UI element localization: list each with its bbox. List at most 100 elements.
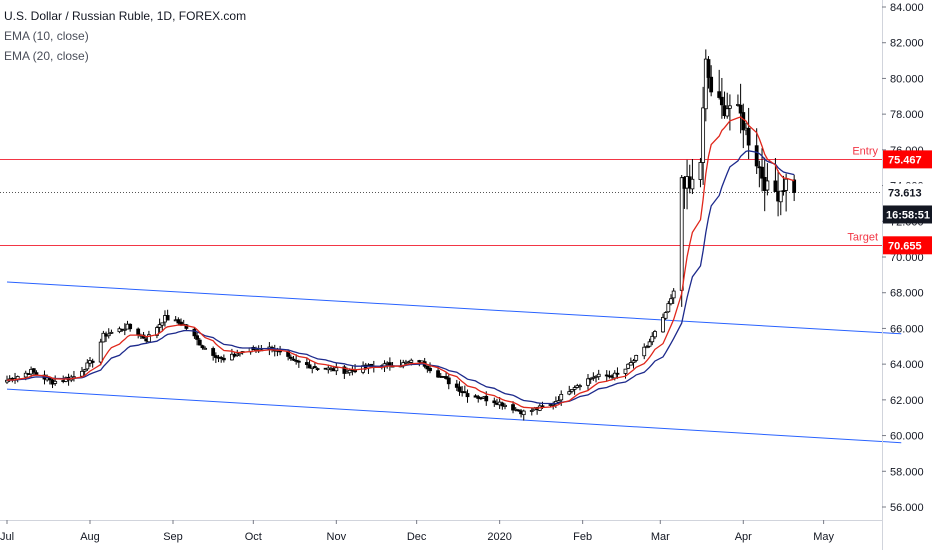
candle-body: [23, 372, 28, 378]
legend-ema-10[interactable]: EMA (10, close): [4, 29, 89, 43]
candle-body: [765, 180, 770, 191]
candle-body: [719, 96, 724, 106]
candle-body: [291, 358, 296, 361]
horizontal-levels[interactable]: Entry Target: [0, 146, 882, 246]
candle-body: [465, 393, 470, 398]
candle-body: [746, 127, 751, 146]
candle-body: [334, 367, 339, 372]
channel-lower-line[interactable]: [6, 388, 902, 444]
y-tick-label: 80.000: [890, 73, 924, 85]
candle-body: [428, 367, 432, 372]
candle-body: [650, 335, 655, 343]
x-tick-label: May: [813, 531, 834, 543]
candle-body: [315, 368, 320, 370]
x-tick-label: Dec: [407, 531, 427, 543]
candle-body: [296, 360, 301, 363]
y-tick-label: 56.000: [890, 502, 924, 514]
candle-body: [80, 370, 84, 377]
chart-legend: U.S. Dollar / Russian Ruble, 1D, FOREX.c…: [4, 6, 246, 66]
x-tick-label: Sep: [163, 531, 183, 543]
candle-body: [521, 410, 526, 416]
candle-body: [425, 365, 430, 370]
y-tick-label: 66.000: [890, 323, 924, 335]
candle-body: [157, 324, 162, 328]
candle-body: [82, 369, 87, 372]
candle-body: [31, 368, 36, 373]
x-tick-label: Apr: [735, 531, 752, 543]
candle-body: [106, 333, 111, 337]
ema-10-line: [6, 116, 795, 409]
candle-body: [623, 368, 628, 374]
candle-body: [484, 395, 489, 402]
candle-body: [653, 331, 657, 338]
candle-body: [197, 339, 202, 346]
candle-body: [409, 359, 414, 363]
plot-area: [0, 0, 882, 520]
candle-body: [572, 387, 577, 390]
x-axis[interactable]: Jul Aug Sep Oct Nov Dec 2020 Feb Mar Apr May: [0, 520, 882, 543]
candle-body: [529, 410, 534, 412]
y-tick-label: 70.000: [890, 252, 924, 264]
candle-body: [90, 360, 95, 363]
current-price-label: 73.613: [888, 187, 922, 199]
candle-body: [760, 166, 764, 179]
candle-body: [706, 59, 711, 78]
channel-upper-line[interactable]: [6, 281, 902, 335]
candle-body: [436, 370, 440, 378]
candle-body: [642, 346, 647, 357]
candle-body: [612, 372, 617, 379]
candle-body: [347, 369, 352, 374]
candle-body: [446, 377, 451, 385]
level-label-target-bg: [883, 236, 932, 255]
candle-body: [792, 179, 797, 193]
candle-body: [454, 383, 459, 388]
candle-body: [500, 402, 505, 407]
candle-body: [725, 108, 730, 117]
candle-body: [661, 317, 665, 333]
candle-body: [578, 385, 582, 388]
countdown-label: 16:58:51: [886, 209, 930, 221]
candle-body: [109, 331, 114, 334]
candle-body: [773, 180, 778, 192]
candle-body: [591, 376, 596, 379]
candle-body: [738, 104, 743, 114]
candle-body: [192, 328, 197, 337]
candle-body: [98, 341, 103, 363]
candle-body: [570, 389, 574, 392]
candle-body: [556, 400, 561, 403]
candle-body: [195, 335, 199, 340]
candle-body: [122, 328, 127, 331]
y-tick-label: 62.000: [890, 395, 924, 407]
candle-body: [511, 404, 515, 411]
y-tick-label: 58.000: [890, 466, 924, 478]
candle-body: [47, 377, 52, 381]
x-tick-label: Jul: [0, 531, 14, 543]
candle-body: [645, 346, 649, 349]
candle-body: [342, 366, 347, 374]
candle-body: [503, 404, 507, 407]
candle-body: [184, 324, 189, 329]
candle-body: [784, 178, 789, 191]
candle-body: [663, 312, 668, 319]
candle-body: [288, 356, 293, 359]
legend-ema-20[interactable]: EMA (20, close): [4, 49, 89, 63]
candle-body: [230, 353, 234, 361]
y-tick-label: 84.000: [890, 2, 924, 14]
candle-body: [160, 322, 165, 326]
y-axis[interactable]: 84.00082.00080.00078.00076.00074.00072.0…: [882, 0, 924, 550]
candle-body: [221, 357, 226, 361]
x-tick-label: Oct: [245, 531, 262, 543]
chart-title[interactable]: U.S. Dollar / Russian Ruble, 1D, FOREX.c…: [4, 9, 247, 23]
candle-body: [754, 145, 759, 167]
candle-body: [101, 332, 106, 343]
candle-body: [690, 178, 695, 190]
candle-body: [698, 162, 703, 180]
candle-body: [211, 348, 216, 356]
current-price-label-bg: [883, 183, 932, 202]
candle-body: [444, 376, 448, 379]
x-tick-label: Aug: [80, 531, 100, 543]
channel-lines[interactable]: [6, 281, 902, 444]
level-label-entry: 75.467: [888, 154, 922, 166]
candle-body: [588, 377, 593, 380]
